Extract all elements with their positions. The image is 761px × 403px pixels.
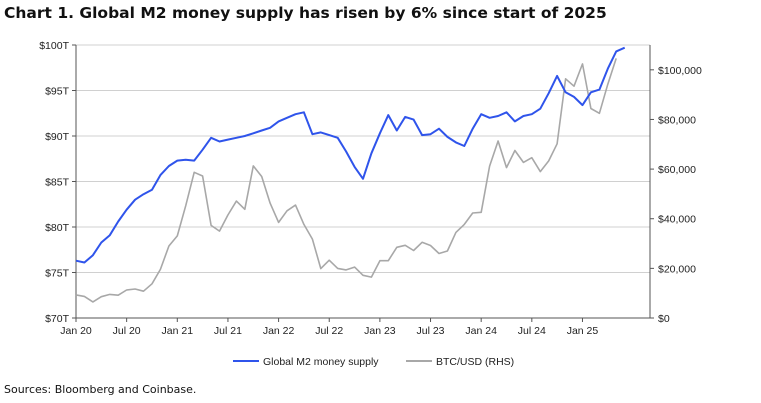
legend-btc-usd-label: BTC/USD (RHS) [436,356,514,368]
x-tick-label: Jul 20 [113,325,141,337]
x-tick-label: Jan 21 [162,325,194,337]
left-tick-label: $80T [45,222,70,234]
left-tick-label: $100T [39,40,69,52]
right-tick-label: $80,000 [658,114,696,126]
btc-usd-line [75,58,617,303]
source-note: Sources: Bloomberg and Coinbase. [4,383,197,396]
series-lines [75,46,626,303]
x-tick-label: Jul 22 [315,325,343,337]
chart-title: Chart 1. Global M2 money supply has rise… [4,4,607,22]
right-axis-ticks: $0 $20,000 $40,000 $60,000 $80,000 $100,000 [650,65,702,325]
left-axis-ticks: $70T $75T $80T $85T $90T $95T $100T [39,40,76,325]
x-tick-label: Jan 25 [567,325,599,337]
global-m2-line [75,46,626,264]
right-tick-label: $20,000 [658,263,696,275]
left-tick-label: $70T [45,313,70,325]
x-tick-label: Jul 23 [417,325,445,337]
x-tick-label: Jul 24 [518,325,546,337]
right-tick-label: $40,000 [658,214,696,226]
left-tick-label: $90T [45,131,70,143]
left-tick-label: $75T [45,268,70,280]
x-tick-label: Jan 23 [364,325,396,337]
legend: Global M2 money supply BTC/USD (RHS) [233,356,514,368]
x-tick-label: Jan 24 [465,325,497,337]
x-tick-label: Jan 20 [60,325,92,337]
x-tick-label: Jul 21 [214,325,242,337]
right-tick-label: $60,000 [658,164,696,176]
right-tick-label: $0 [658,313,670,325]
x-axis-ticks: Jan 20 Jul 20 Jan 21 Jul 21 Jan 22 Jul 22 Jan … [60,318,598,337]
legend-global-m2-label: Global M2 money supply [263,356,379,368]
x-tick-label: Jan 22 [263,325,295,337]
left-tick-label: $85T [45,177,70,189]
left-tick-label: $95T [45,86,70,98]
right-tick-label: $100,000 [658,65,702,77]
gridlines [76,44,650,273]
